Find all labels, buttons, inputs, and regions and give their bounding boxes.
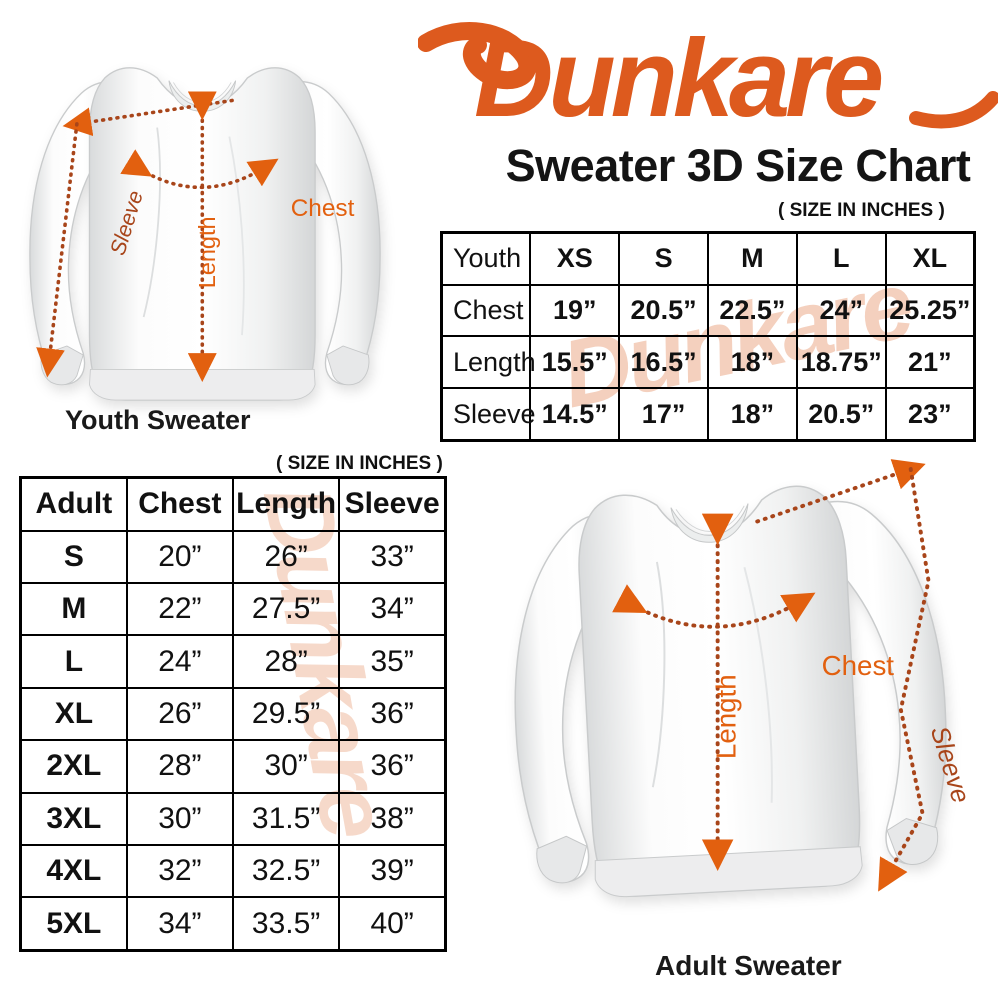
svg-text:Dunkare: Dunkare (474, 17, 882, 140)
svg-text:Sleeve: Sleeve (105, 187, 148, 258)
svg-text:Sleeve: Sleeve (925, 723, 975, 806)
svg-text:Chest: Chest (291, 195, 355, 222)
svg-text:Length: Length (194, 216, 220, 288)
svg-text:Length: Length (710, 674, 741, 759)
svg-text:Chest: Chest (822, 650, 895, 681)
